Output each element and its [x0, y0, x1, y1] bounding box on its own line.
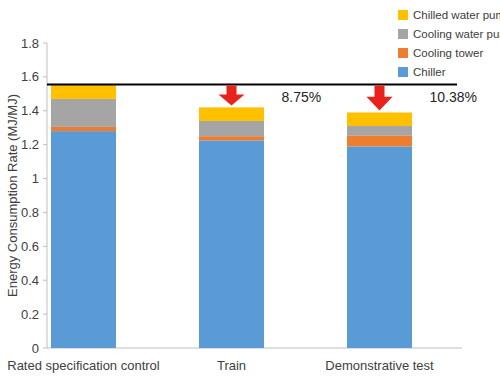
bar-segment [51, 85, 116, 99]
tick-mark [43, 43, 47, 44]
tick-mark [43, 144, 47, 145]
tick-mark [43, 246, 47, 247]
tick-label: 0.2 [21, 307, 39, 322]
legend-swatch [398, 48, 408, 58]
bar-segment [347, 112, 412, 126]
y-axis [47, 43, 48, 348]
tick-mark [43, 212, 47, 213]
y-axis-label: Energy Consumption Rate (MJ/MJ) [5, 94, 20, 297]
legend-swatch [398, 10, 408, 20]
bar-segment [199, 121, 264, 136]
tick-label: 0.8 [21, 205, 39, 220]
tick-mark [43, 348, 47, 349]
legend-label: Chiller [413, 66, 446, 78]
tick-mark [43, 110, 47, 111]
tick-label: 1.4 [21, 103, 39, 118]
chart: 0 0.2 0.4 0.6 0.8 1 1.2 1.4 1.6 1.8 Energy Consump… [0, 0, 500, 377]
tick-label: 1.2 [21, 137, 39, 152]
tick-mark [43, 76, 47, 77]
arrow [367, 86, 393, 111]
bar-segment [347, 126, 412, 135]
tick-label: 1.6 [21, 69, 39, 84]
bar-segment [51, 99, 116, 127]
tick-label: 0.4 [21, 273, 39, 288]
legend-swatch [398, 67, 408, 77]
annotation: 8.75% [282, 89, 322, 105]
annotation: 10.38% [430, 89, 477, 105]
bar-segment [347, 135, 412, 146]
legend-label: Chilled water pump [413, 9, 500, 21]
tick-label: 0 [32, 341, 39, 356]
legend-label: Cooling tower [413, 47, 483, 59]
bar-segment [199, 136, 264, 140]
plot-area [47, 85, 457, 348]
tick-mark [43, 178, 47, 179]
bar-segment [347, 146, 412, 348]
bar-segment [199, 140, 264, 348]
bar-segment [51, 127, 116, 131]
tick-mark [43, 314, 47, 315]
category-label: Train [217, 358, 246, 373]
legend-swatch [398, 29, 408, 39]
tick-label: 1.8 [21, 36, 39, 51]
legend-label: Cooling water pump [413, 28, 500, 40]
arrow [219, 86, 245, 106]
bar-segment [51, 131, 116, 348]
tick-label: 0.6 [21, 239, 39, 254]
tick-mark [43, 280, 47, 281]
category-label: Demonstrative test [325, 358, 434, 373]
reference-line [47, 84, 457, 86]
bar-segment [199, 107, 264, 121]
category-label: Rated specification control [7, 358, 160, 373]
tick-label: 1 [32, 171, 39, 186]
